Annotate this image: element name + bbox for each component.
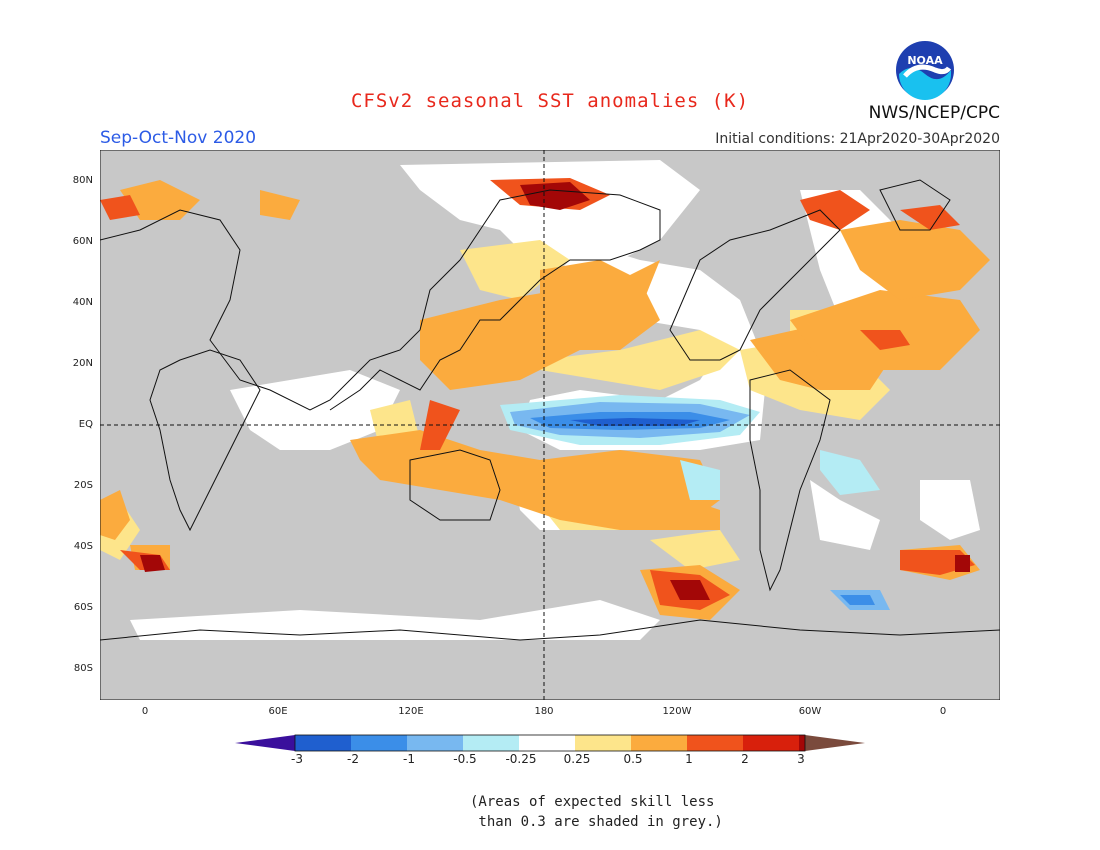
colorbar-label: -0.25	[505, 752, 537, 766]
lat-label: 60S	[73, 602, 93, 613]
initial-conditions-label: Initial conditions: 21Apr2020-30Apr2020	[715, 131, 1000, 147]
colorbar-high-triangle	[805, 735, 865, 751]
colorbar-bin	[295, 735, 351, 751]
lat-label: 40N	[72, 297, 93, 308]
colorbar-label: 0.5	[623, 752, 643, 766]
lon-label: 60W	[798, 706, 822, 717]
colorbar-bin	[687, 735, 743, 751]
agency-label: NWS/NCEP/CPC	[868, 103, 1000, 123]
colorbar-bin	[631, 735, 687, 751]
colorbar-bin	[743, 735, 799, 751]
lon-label: 180	[534, 706, 554, 717]
lon-label: 0	[939, 706, 947, 717]
lat-label: 20N	[72, 358, 93, 369]
colorbar	[235, 734, 865, 752]
colorbar-label: -1	[403, 752, 415, 766]
colorbar-bin	[407, 735, 463, 751]
lon-label: 120W	[662, 706, 692, 717]
chart-title: CFSv2 seasonal SST anomalies (K)	[350, 90, 750, 112]
lon-label: 0	[141, 706, 149, 717]
lat-label: EQ	[78, 419, 93, 430]
lat-label: 60N	[72, 236, 93, 247]
sst-anomaly-map	[100, 150, 1000, 700]
colorbar-label: 0.25	[563, 752, 591, 766]
colorbar-label: 1	[685, 752, 693, 766]
anomaly-negative-deep	[570, 418, 700, 426]
lon-label: 60E	[268, 706, 288, 717]
colorbar-low-triangle	[235, 735, 295, 751]
lat-label: 80N	[72, 175, 93, 186]
logo-text: NOAA	[907, 54, 943, 67]
skill-note: (Areas of expected skill less than 0.3 a…	[470, 794, 723, 830]
lat-label: 80S	[73, 663, 93, 674]
colorbar-bin	[463, 735, 519, 751]
season-label: Sep-Oct-Nov 2020	[100, 128, 257, 148]
coastlines	[100, 179, 1000, 641]
lat-label: 20S	[73, 480, 93, 491]
colorbar-label: 2	[741, 752, 749, 766]
colorbar-bin	[799, 735, 805, 751]
colorbar-label: -2	[347, 752, 359, 766]
colorbar-label: -0.5	[453, 752, 477, 766]
lat-label: 40S	[73, 541, 93, 552]
colorbar-bin	[519, 735, 575, 751]
noaa-logo: NOAA	[896, 41, 954, 100]
colorbar-label: 3	[797, 752, 805, 766]
lon-label: 120E	[398, 706, 424, 717]
anomaly-2-3	[140, 182, 970, 600]
colorbar-label: -3	[291, 752, 303, 766]
colorbar-bin	[351, 735, 407, 751]
colorbar-bin	[575, 735, 631, 751]
